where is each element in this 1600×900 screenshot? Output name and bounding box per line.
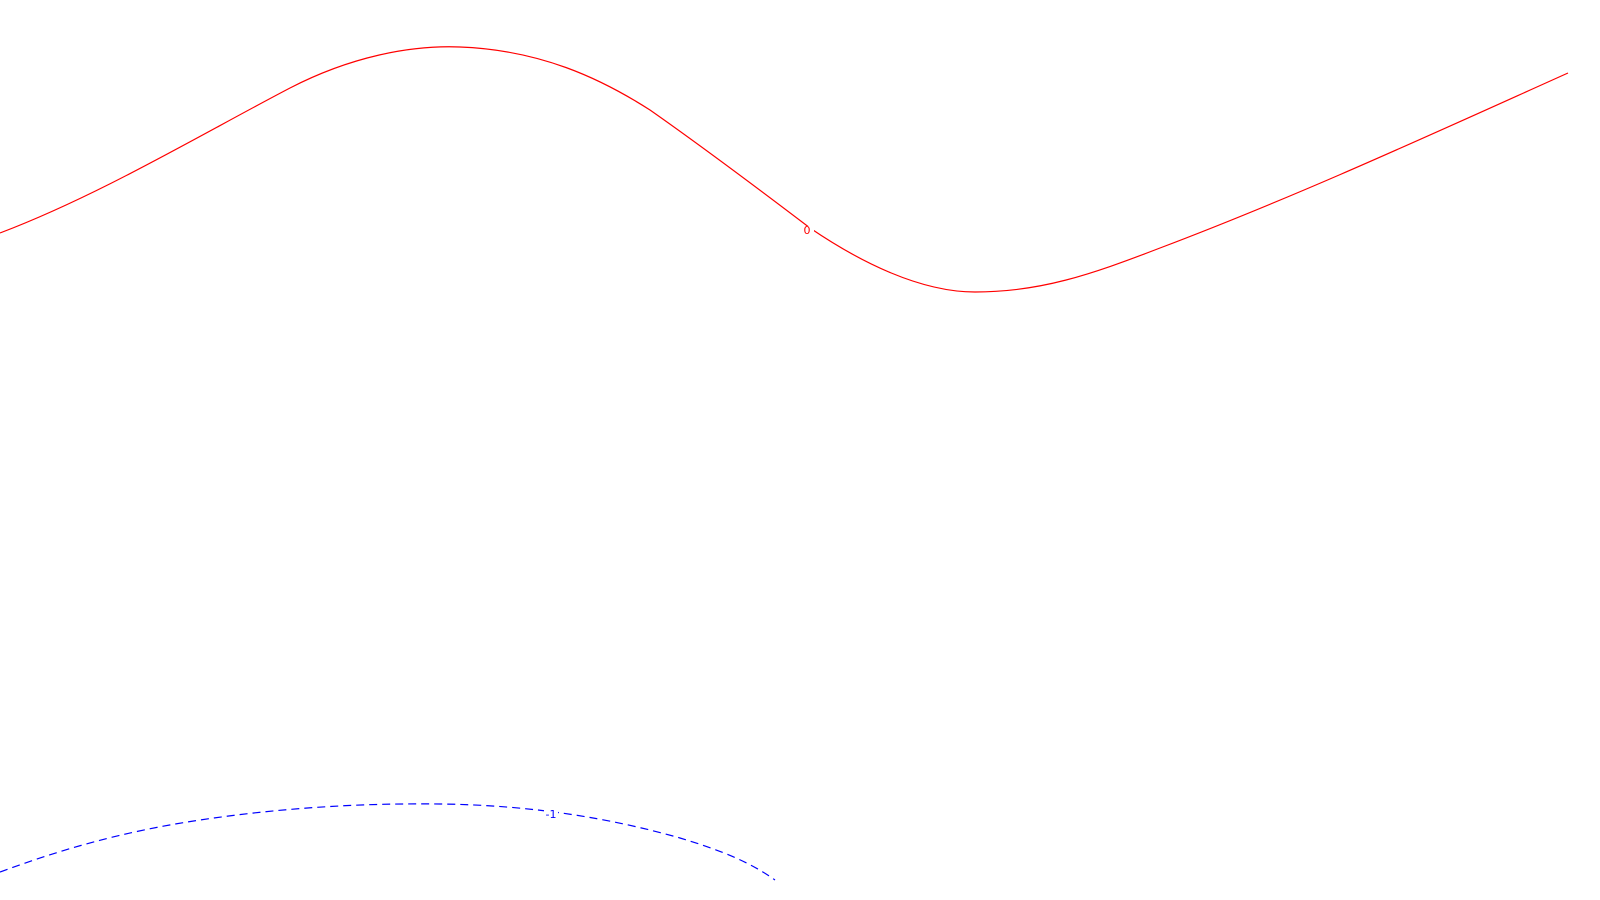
contour-label-1: -1 (546, 808, 557, 821)
contour-label-background-1 (544, 810, 558, 821)
contour-line-0 (0, 46, 1569, 293)
contour-label-0: 0 (804, 224, 811, 237)
contour-label-background-0 (800, 226, 814, 237)
contour-line-1 (0, 803, 776, 881)
contour-lines (0, 46, 1569, 881)
contour-labels: 0 -1 (544, 224, 814, 821)
